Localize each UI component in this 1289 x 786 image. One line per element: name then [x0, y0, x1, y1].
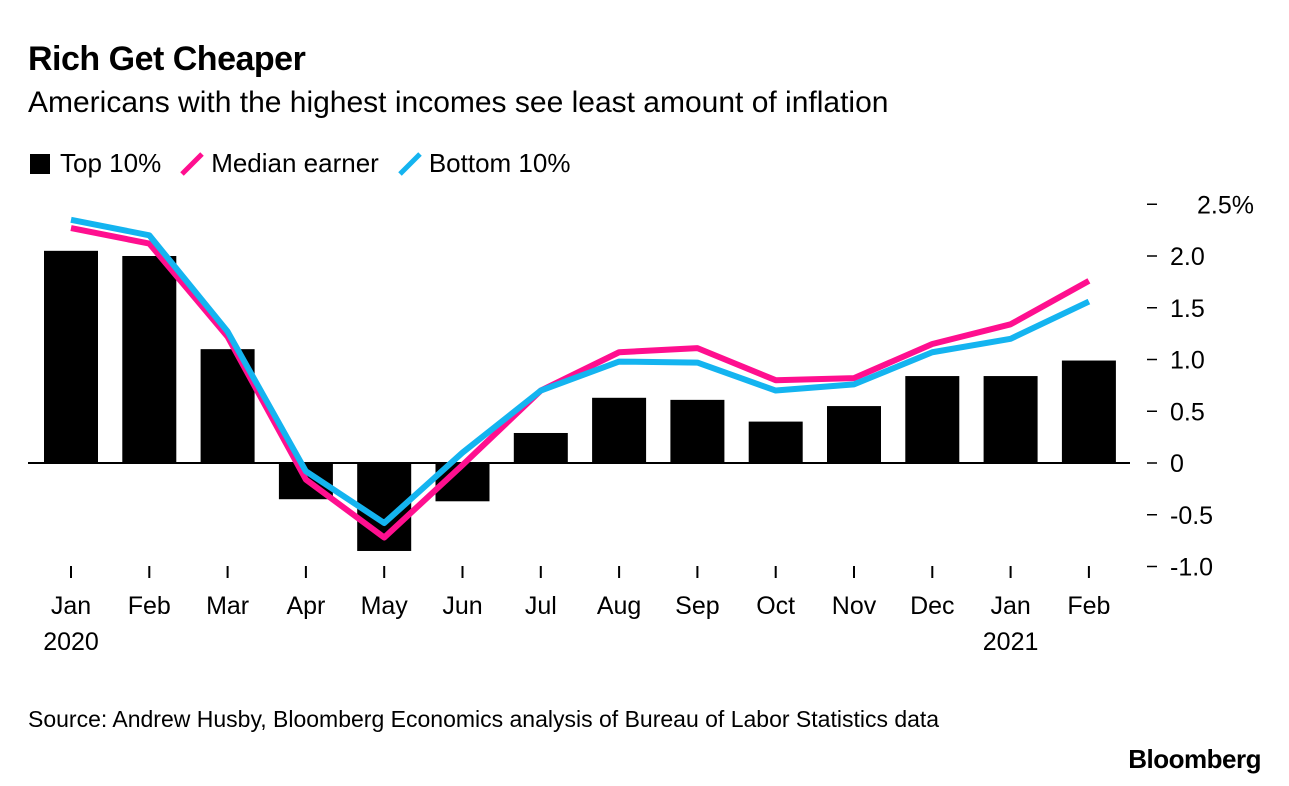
- bar-top10: [827, 406, 881, 463]
- x-tick-label: Mar: [206, 592, 249, 620]
- bar-top10: [592, 397, 647, 463]
- x-tick-label: Jan: [51, 592, 91, 620]
- bar-series-top10: [44, 250, 1116, 551]
- y-tick-label: 1.5: [1170, 295, 1205, 323]
- legend-label-bottom10: Bottom 10%: [428, 148, 571, 178]
- x-axis: Jan Feb Mar Apr May Jun Jul Aug Sep Oct Nov Dec Jan F…: [43, 566, 1110, 656]
- legend-item-top10: Top 10%: [30, 148, 161, 179]
- x-tick-label: Aug: [597, 592, 641, 620]
- y-tick-label: -1.0: [1170, 554, 1213, 582]
- x-tick-label: Jun: [442, 592, 482, 620]
- legend-swatch-median: [180, 151, 204, 176]
- x-tick-label: Apr: [286, 592, 325, 620]
- x-tick-label: Feb: [1067, 592, 1110, 620]
- x-year-label: 2021: [983, 628, 1039, 656]
- legend-item-bottom10: Bottom 10%: [397, 148, 571, 179]
- bar-top10: [748, 421, 803, 463]
- x-year-label: 2020: [43, 628, 99, 656]
- y-tick-label: -0.5: [1170, 502, 1213, 530]
- bar-top10: [44, 250, 98, 463]
- y-tick-label: 2.5%: [1197, 191, 1254, 219]
- chart-subtitle: Americans with the highest incomes see l…: [28, 86, 889, 119]
- x-tick-label: Nov: [832, 592, 877, 620]
- bar-top10: [670, 399, 725, 463]
- y-tick-label: 2.0: [1170, 243, 1205, 271]
- legend-item-median: Median earner: [179, 148, 379, 179]
- bar-top10: [1061, 360, 1116, 463]
- x-tick-label: Dec: [910, 592, 954, 620]
- y-tick-label: 0.5: [1170, 398, 1205, 426]
- line-series: [70, 216, 1091, 541]
- x-tick-label: May: [361, 592, 409, 620]
- legend-swatch-bottom10: [398, 151, 422, 176]
- bloomberg-logo: Bloomberg: [1128, 744, 1261, 774]
- legend-swatch-top10: [30, 153, 50, 174]
- x-tick-label: Jan: [990, 592, 1030, 620]
- legend-label-top10: Top 10%: [60, 148, 162, 178]
- y-tick-label: 0: [1170, 450, 1184, 478]
- bar-top10: [122, 256, 177, 463]
- x-tick-label: Jul: [525, 592, 557, 620]
- y-axis: 2.5% 2.0 1.5 1.0 0.5 0 -0.5 -1.0: [1147, 191, 1254, 582]
- bar-top10: [905, 376, 960, 463]
- x-tick-label: Feb: [128, 592, 171, 620]
- source-note: Source: Andrew Husby, Bloomberg Economic…: [28, 706, 940, 732]
- x-tick-label: Oct: [756, 592, 795, 620]
- x-tick-label: Sep: [675, 592, 719, 620]
- legend-label-median: Median earner: [211, 148, 379, 178]
- bar-top10: [983, 376, 1038, 463]
- line-bottom10: [70, 216, 1091, 527]
- chart-title: Rich Get Cheaper: [28, 40, 306, 78]
- legend: Top 10% Median earner Bottom 10%: [30, 148, 588, 179]
- bar-top10: [513, 432, 568, 463]
- y-tick-label: 1.0: [1170, 347, 1205, 375]
